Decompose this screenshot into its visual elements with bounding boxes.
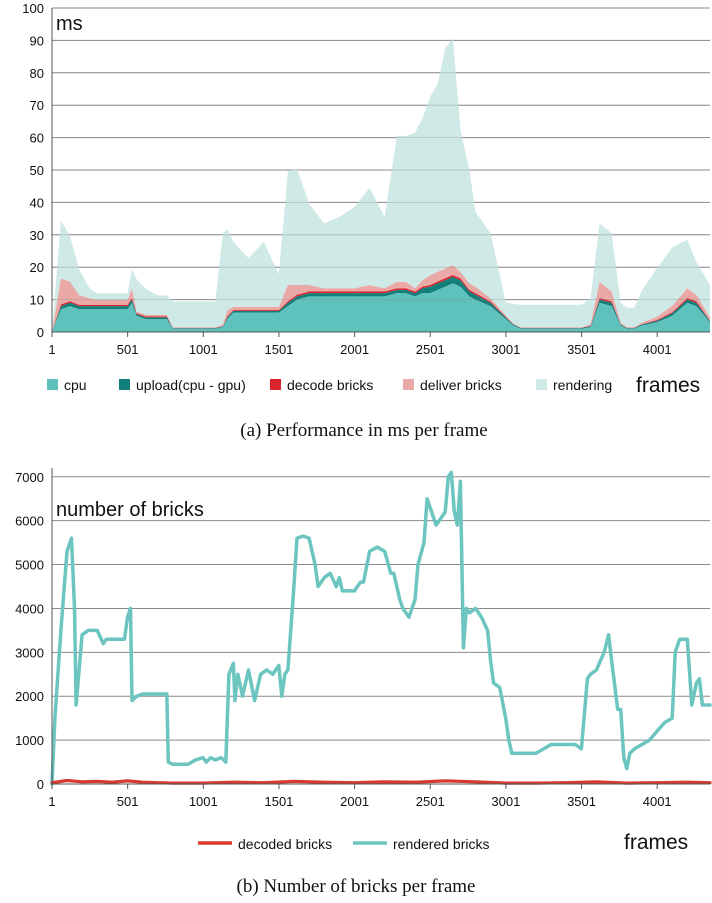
legend-swatch (47, 379, 58, 390)
y-tick-label: 6000 (15, 514, 44, 529)
y-tick-label: 5000 (15, 558, 44, 573)
x-tick-label: 1001 (189, 342, 218, 357)
y-tick-label: 30 (30, 228, 44, 243)
x-tick-label: 2501 (416, 342, 445, 357)
y-tick-label: 20 (30, 260, 44, 275)
legend-label: rendered bricks (393, 836, 490, 852)
y-tick-label: 40 (30, 195, 44, 210)
x-tick-label: 3501 (567, 342, 596, 357)
legend-item-cpu: cpu (47, 377, 87, 393)
legend-a: cpu upload(cpu - gpu) decode bricks deliver… (47, 377, 612, 393)
x-tick-label: 1 (48, 794, 55, 809)
x-tick-label: 2001 (340, 342, 369, 357)
unit-label-b: number of bricks (56, 499, 204, 521)
x-axis-label-b: frames (624, 831, 688, 854)
lines (50, 470, 712, 786)
y-tick-label: 90 (30, 33, 44, 48)
y-tick-label: 0 (37, 777, 44, 792)
area-cpu (52, 283, 710, 332)
legend-item-decode-bricks: decode bricks (270, 377, 373, 393)
legend-swatch (403, 379, 414, 390)
legend-label: upload(cpu - gpu) (136, 377, 246, 393)
y-tick-label: 70 (30, 98, 44, 113)
caption-a: (a) Performance in ms per frame (240, 420, 487, 441)
x-tick-label: 3001 (491, 342, 520, 357)
y-tick-label: 1000 (15, 733, 44, 748)
y-tick-label: 10 (30, 293, 44, 308)
x-tick-label: 3001 (491, 794, 520, 809)
x-tick-label: 4001 (643, 342, 672, 357)
y-tick-label: 50 (30, 163, 44, 178)
area-rendering (52, 38, 710, 332)
x-tick-label: 501 (117, 342, 139, 357)
y-tick-label: 80 (30, 66, 44, 81)
y-tick-label: 3000 (15, 645, 44, 660)
line-rendered-bricks (50, 470, 712, 786)
legend-label: decoded bricks (238, 836, 332, 852)
legend-item-upload-cpu-gpu: upload(cpu - gpu) (119, 377, 246, 393)
legend-label: cpu (64, 377, 87, 393)
legend-label: rendering (553, 377, 612, 393)
x-tick-label: 1001 (189, 794, 218, 809)
x-tick-label: 4001 (643, 794, 672, 809)
grid-overlay-a (52, 7, 710, 301)
unit-label-a: ms (56, 13, 83, 35)
legend-b: decoded bricks rendered bricks (198, 836, 490, 852)
x-tick-label: 501 (117, 794, 139, 809)
x-tick-label: 2501 (416, 794, 445, 809)
legend-item-deliver-bricks: deliver bricks (403, 377, 502, 393)
line-decoded-bricks (50, 778, 712, 785)
legend-item-rendered-bricks: rendered bricks (353, 836, 490, 852)
x-tick-label: 3501 (567, 794, 596, 809)
legend-swatch (270, 379, 281, 390)
x-tick-label: 1501 (264, 794, 293, 809)
x-tick-label: 2001 (340, 794, 369, 809)
y-tick-label: 0 (37, 325, 44, 340)
legend-swatch (536, 379, 547, 390)
legend-swatch (119, 379, 130, 390)
y-tick-label: 7000 (15, 470, 44, 485)
y-tick-label: 100 (22, 1, 44, 16)
grid-b (52, 476, 710, 785)
legend-label: decode bricks (287, 377, 373, 393)
caption-b: (b) Number of bricks per frame (237, 876, 476, 897)
y-tick-label: 60 (30, 131, 44, 146)
legend-item-rendering: rendering (536, 377, 612, 393)
stacked-areas (52, 38, 710, 332)
x-tick-label: 1501 (264, 342, 293, 357)
legend-label: deliver bricks (420, 377, 502, 393)
x-tick-label: 1 (48, 342, 55, 357)
x-axis-label-a: frames (636, 374, 700, 397)
legend-item-decoded-bricks: decoded bricks (198, 836, 332, 852)
y-tick-label: 2000 (15, 689, 44, 704)
y-tick-label: 4000 (15, 601, 44, 616)
